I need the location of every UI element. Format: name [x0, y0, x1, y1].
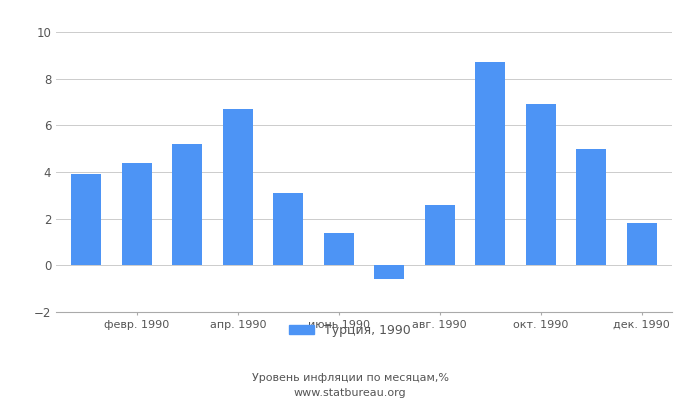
Bar [71, 174, 101, 265]
Bar [374, 265, 405, 279]
Bar [475, 62, 505, 265]
Bar [273, 193, 303, 265]
Bar [172, 144, 202, 265]
Bar [626, 223, 657, 265]
Bar [576, 149, 606, 265]
Bar [425, 205, 455, 265]
Bar [323, 233, 354, 265]
Bar [223, 109, 253, 265]
Text: www.statbureau.org: www.statbureau.org [294, 388, 406, 398]
Legend: Турция, 1990: Турция, 1990 [284, 319, 416, 342]
Bar [526, 104, 556, 265]
Bar [122, 163, 152, 265]
Text: Уровень инфляции по месяцам,%: Уровень инфляции по месяцам,% [251, 373, 449, 383]
